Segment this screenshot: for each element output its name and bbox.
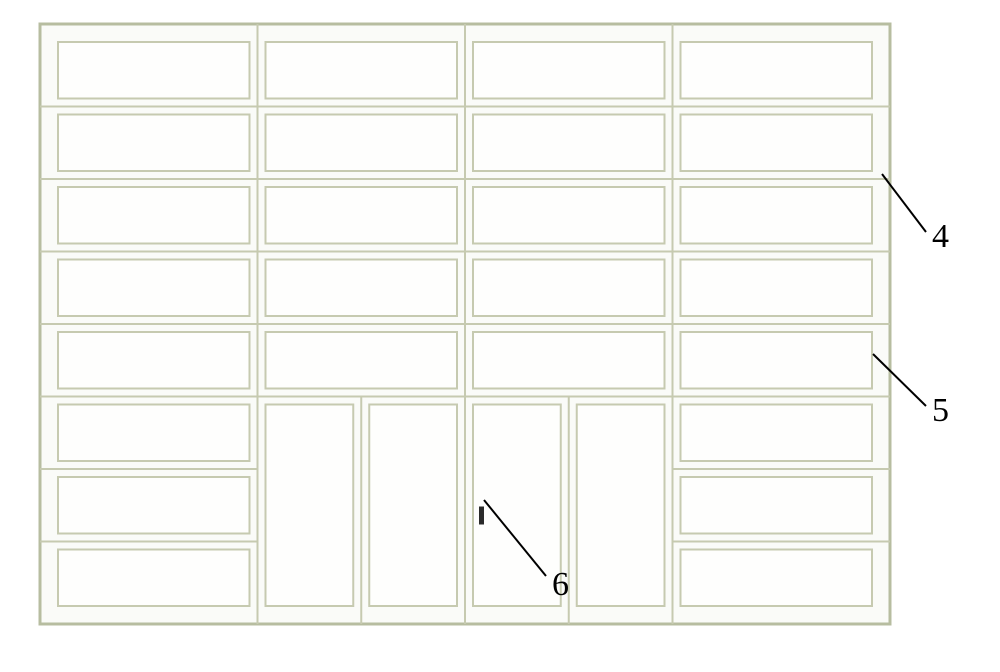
callout-label-4: 4 xyxy=(932,218,949,256)
grid-cell xyxy=(681,477,873,534)
grid-cell xyxy=(58,42,250,99)
callout-label-6: 6 xyxy=(552,566,569,604)
grid-cell xyxy=(58,115,250,172)
grid-cell xyxy=(58,187,250,244)
grid-cell xyxy=(266,187,458,244)
door-panel xyxy=(369,405,457,607)
door-panel xyxy=(473,405,561,607)
callout-label-5: 5 xyxy=(932,392,949,430)
door-panel xyxy=(266,405,354,607)
grid-cell xyxy=(58,332,250,389)
grid-cell xyxy=(266,115,458,172)
grid-cell xyxy=(473,187,665,244)
grid-cell xyxy=(681,550,873,607)
diagram-svg xyxy=(0,0,1000,667)
diagram-stage: 4 5 6 xyxy=(0,0,1000,667)
door-handle-icon xyxy=(479,507,484,525)
grid-cell xyxy=(681,332,873,389)
grid-cell xyxy=(58,477,250,534)
grid-cell xyxy=(266,260,458,317)
grid-cell xyxy=(58,260,250,317)
grid-cell xyxy=(266,332,458,389)
grid-cell xyxy=(58,550,250,607)
grid-cell xyxy=(681,260,873,317)
grid-cell xyxy=(473,42,665,99)
grid-cell xyxy=(681,115,873,172)
grid-cell xyxy=(266,42,458,99)
grid-cell xyxy=(58,405,250,462)
grid-cell xyxy=(473,115,665,172)
grid-cell xyxy=(681,42,873,99)
grid-cell xyxy=(681,405,873,462)
grid-cell xyxy=(473,332,665,389)
grid-cell xyxy=(681,187,873,244)
grid-cell xyxy=(473,260,665,317)
door-panel xyxy=(577,405,665,607)
